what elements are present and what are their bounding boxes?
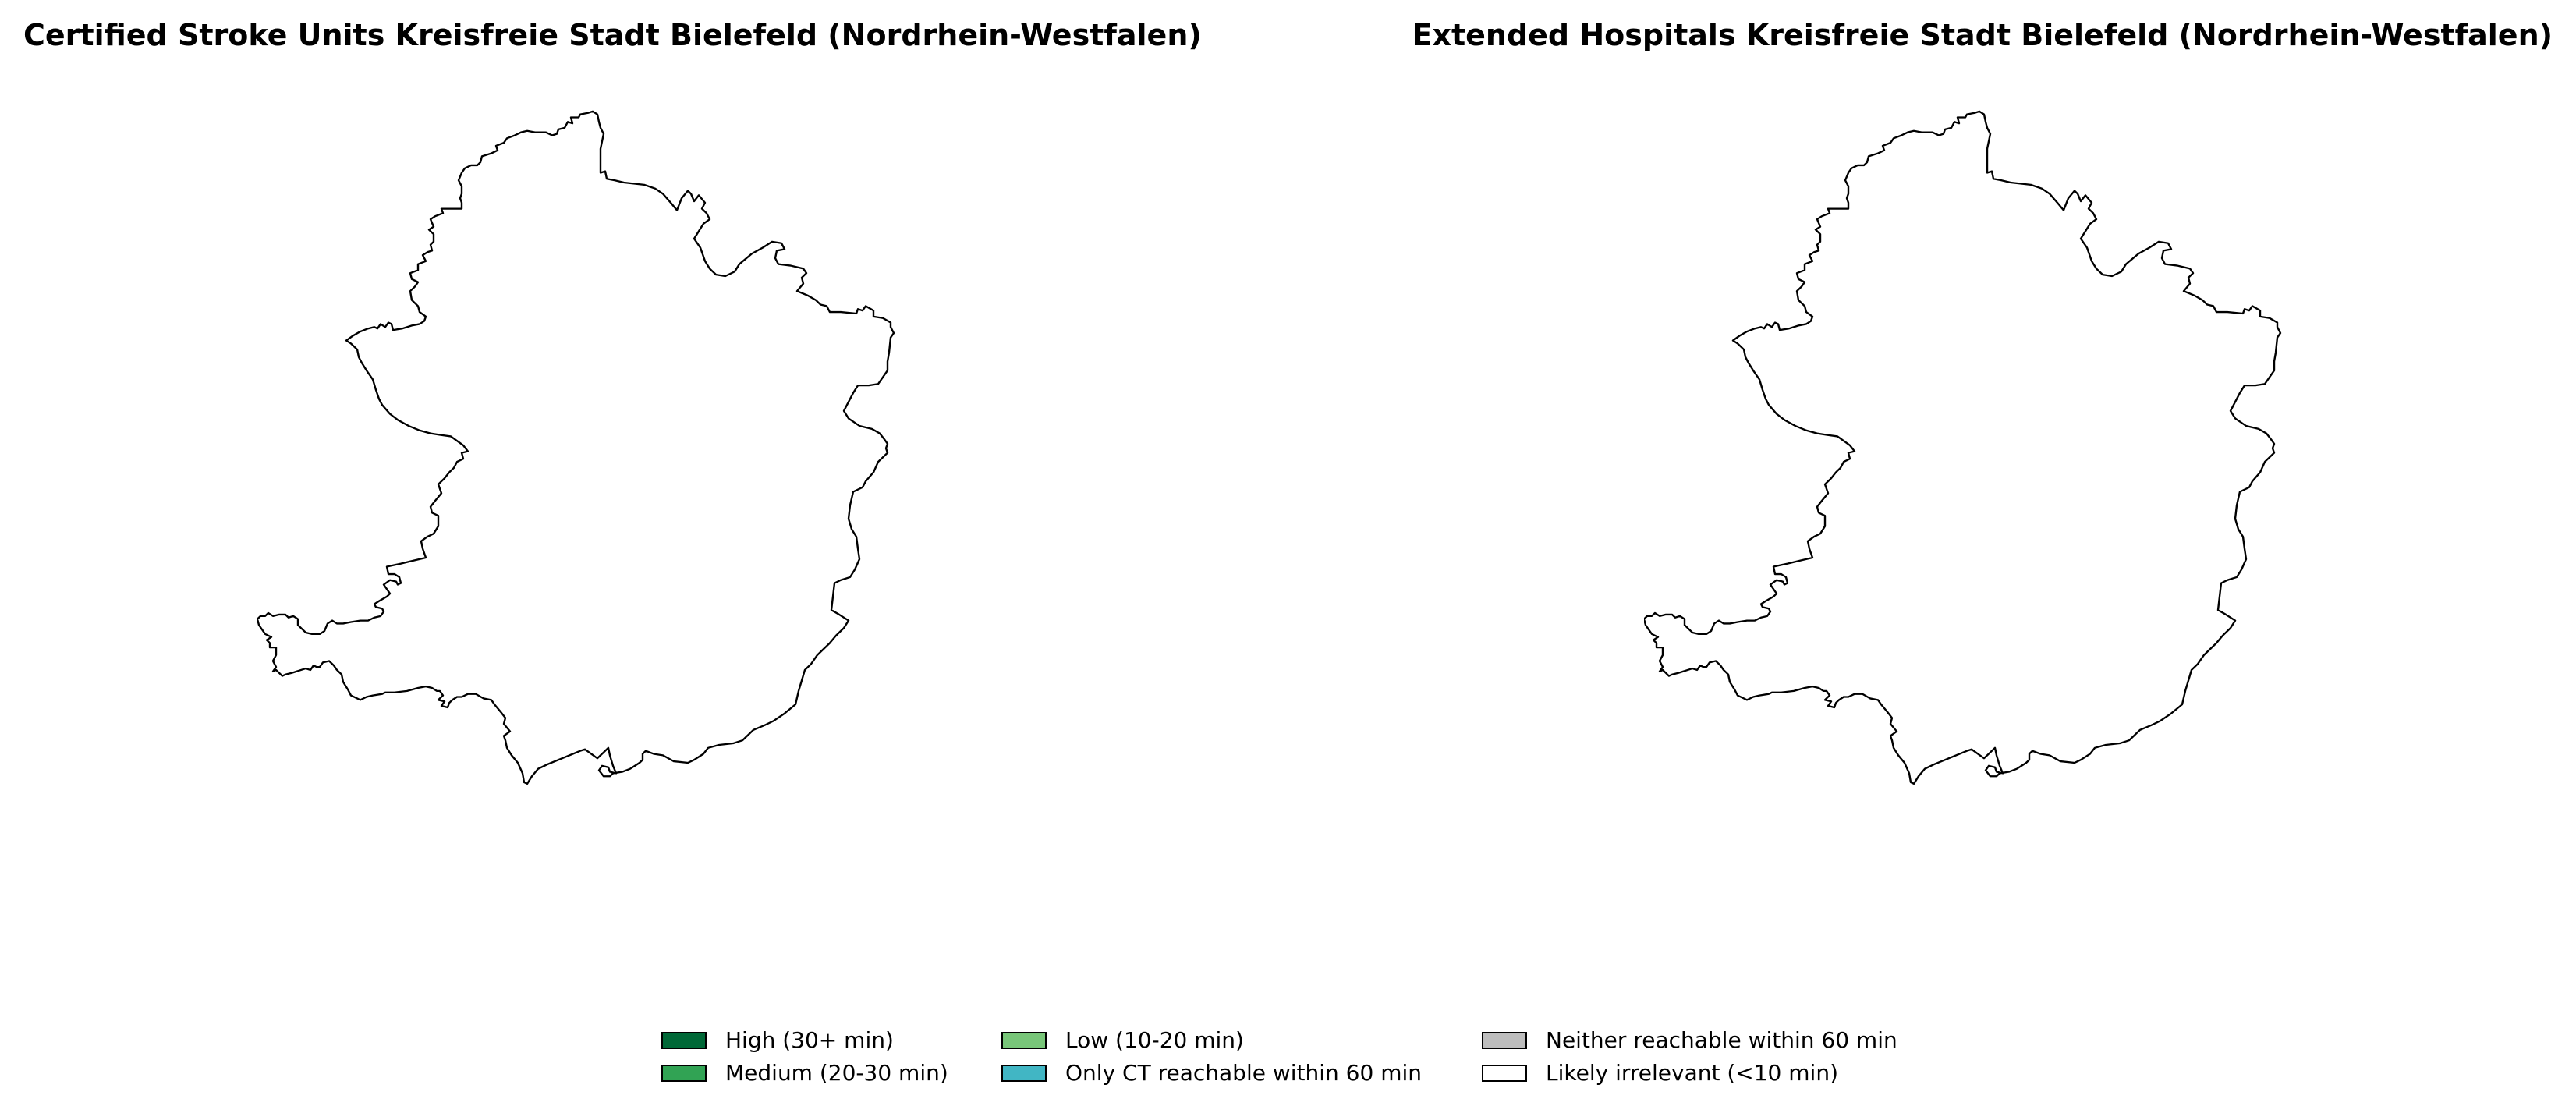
legend-label-high: High (30+ min) [725,1027,894,1053]
legend-label-neither: Neither reachable within 60 min [1546,1027,1897,1053]
legend-swatch-irrelevant [1482,1065,1527,1082]
left-map-panel [257,110,895,785]
legend-label-irrelevant: Likely irrelevant (<10 min) [1546,1060,1838,1086]
bielefeld-boundary-left [257,110,895,785]
left-map-title: Certified Stroke Units Kreisfreie Stadt … [23,18,1202,52]
legend-swatch-low [1001,1032,1047,1049]
legend-swatch-neither [1482,1032,1527,1049]
right-map-title: Extended Hospitals Kreisfreie Stadt Biel… [1412,18,2553,52]
legend-label-low: Low (10-20 min) [1065,1027,1244,1053]
legend-swatch-high [661,1032,707,1049]
right-map-panel [1644,110,2282,785]
legend: High (30+ min) Medium (20-30 min) Low (1… [661,1026,1940,1089]
bielefeld-boundary-right [1644,110,2282,785]
legend-label-medium: Medium (20-30 min) [725,1060,948,1086]
legend-label-only-ct: Only CT reachable within 60 min [1065,1060,1423,1086]
legend-swatch-only-ct [1001,1065,1047,1082]
legend-swatch-medium [661,1065,707,1082]
